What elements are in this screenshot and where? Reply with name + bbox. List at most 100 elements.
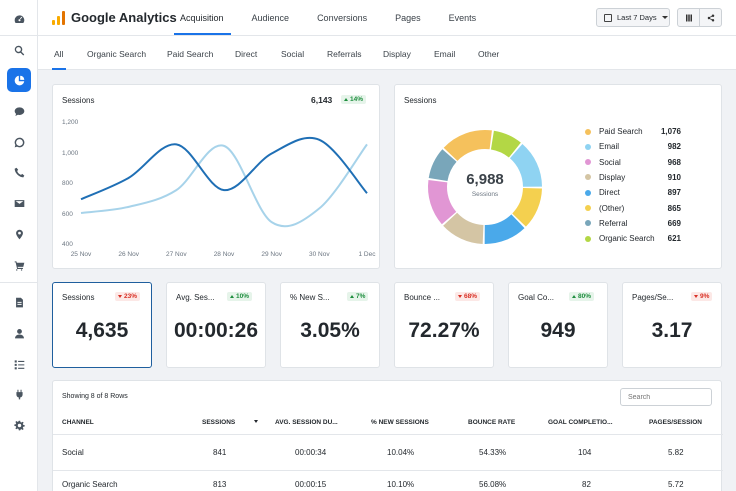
- kpi-change-badge: 9%: [691, 292, 713, 301]
- user-icon[interactable]: [7, 321, 31, 345]
- donut-slice[interactable]: [512, 188, 542, 227]
- legend-value: 910: [667, 172, 681, 182]
- kpi-card-pages-session[interactable]: Pages/Se... 9% 3.17: [622, 282, 722, 368]
- kpi-title: % New S...: [290, 293, 330, 302]
- legend-item[interactable]: Organic Search 621: [585, 234, 681, 243]
- column-header-bounce-rate[interactable]: BOUNCE RATE: [468, 419, 516, 426]
- legend-item[interactable]: Paid Search 1,076: [585, 127, 681, 136]
- analytics-pie-icon[interactable]: [7, 68, 31, 92]
- legend-dot-icon: [585, 128, 591, 135]
- legend-label: Display: [599, 172, 626, 182]
- sort-desc-icon[interactable]: [254, 420, 258, 423]
- kpi-value: 949: [540, 319, 576, 342]
- calendar-icon: [604, 13, 612, 22]
- kpi-card-new-sessions[interactable]: % New S... 7% 3.05%: [280, 282, 380, 368]
- search-icon[interactable]: [7, 38, 31, 62]
- table-search-input[interactable]: [620, 388, 712, 406]
- table-divider: [53, 470, 723, 471]
- logo[interactable]: Google Analytics: [52, 10, 177, 25]
- kpi-card-bounce-rate[interactable]: Bounce ... 68% 72.27%: [394, 282, 494, 368]
- channel-table-card: Showing 8 of 8 Rows CHANNEL SESSIONS AVG…: [52, 380, 723, 491]
- column-header-channel[interactable]: CHANNEL: [62, 419, 94, 426]
- phone-icon[interactable]: [7, 160, 31, 184]
- donut-slice[interactable]: [443, 212, 484, 244]
- x-tick-label: 1 Dec: [358, 251, 376, 258]
- app-title: Google Analytics: [71, 10, 177, 25]
- x-tick-label: 29 Nov: [261, 251, 282, 258]
- legend-item[interactable]: (Other) 865: [585, 204, 681, 213]
- tab-direct[interactable]: Direct: [235, 49, 258, 59]
- donut-center-value: 6,988: [466, 171, 504, 188]
- kpi-card-goal-completions[interactable]: Goal Co... 80% 949: [508, 282, 608, 368]
- tab-organic-search[interactable]: Organic Search: [87, 49, 147, 59]
- donut-slice[interactable]: [490, 130, 521, 158]
- legend-item[interactable]: Social 968: [585, 158, 681, 167]
- tab-all[interactable]: All: [54, 49, 64, 59]
- donut-slice[interactable]: [428, 149, 457, 181]
- tab-display[interactable]: Display: [383, 49, 411, 59]
- kpi-title: Bounce ...: [404, 293, 441, 302]
- kpi-value: 3.17: [651, 319, 693, 342]
- tab-referrals[interactable]: Referrals: [327, 49, 362, 59]
- table-row-count: Showing 8 of 8 Rows: [62, 393, 128, 400]
- share-button[interactable]: [699, 9, 721, 26]
- google-analytics-logo-icon: [52, 10, 66, 25]
- legend-value: 621: [667, 234, 681, 244]
- gear-icon[interactable]: [7, 413, 31, 437]
- nav-acquisition[interactable]: Acquisition: [180, 13, 224, 23]
- tab-paid-search[interactable]: Paid Search: [167, 49, 214, 59]
- nav-events[interactable]: Events: [448, 13, 477, 23]
- legend-item[interactable]: Display 910: [585, 173, 681, 182]
- mail-icon[interactable]: [7, 191, 31, 215]
- legend-dot-icon: [585, 189, 591, 196]
- column-header-sessions[interactable]: SESSIONS: [202, 419, 236, 426]
- donut-slice[interactable]: [509, 143, 542, 187]
- legend-item[interactable]: Direct 897: [585, 188, 681, 197]
- donut-slice[interactable]: [428, 179, 457, 225]
- location-pin-icon[interactable]: [7, 222, 31, 246]
- tab-other[interactable]: Other: [478, 49, 500, 59]
- checklist-icon[interactable]: [7, 352, 31, 376]
- cell-bounce-rate: 54.33%: [479, 448, 507, 457]
- kpi-card-avg-session[interactable]: Avg. Ses... 10% 00:00:26: [166, 282, 266, 368]
- document-icon[interactable]: [7, 290, 31, 314]
- legend-item[interactable]: Referral 669: [585, 219, 681, 228]
- nav-audience[interactable]: Audience: [251, 13, 290, 23]
- columns-button[interactable]: [678, 9, 699, 26]
- nav-conversions[interactable]: Conversions: [317, 13, 368, 23]
- legend-label: Email: [599, 142, 620, 152]
- share-icon: [707, 13, 714, 22]
- cart-icon[interactable]: [7, 253, 31, 277]
- legend-value: 982: [667, 142, 681, 152]
- kpi-value: 72.27%: [408, 319, 480, 342]
- top-bar: Google Analytics Acquisition Audience Co…: [38, 0, 736, 36]
- sessions-donut-chart: [428, 130, 542, 245]
- date-range-button[interactable]: Last 7 Days: [596, 8, 670, 27]
- legend-item[interactable]: Email 982: [585, 142, 681, 151]
- kpi-change-value: 9%: [700, 293, 710, 300]
- column-header-new-sessions[interactable]: % NEW SESSIONS: [371, 419, 429, 426]
- column-header-avg-session[interactable]: AVG. SESSION DU...: [275, 419, 338, 426]
- tab-email[interactable]: Email: [434, 49, 456, 59]
- cell-avg-session: 00:00:34: [295, 448, 327, 457]
- whatsapp-icon[interactable]: [7, 130, 31, 154]
- nav-pages[interactable]: Pages: [395, 13, 421, 23]
- dashboard-gauge-icon[interactable]: [7, 7, 31, 31]
- column-header-pages-session[interactable]: PAGES/SESSION: [649, 419, 702, 426]
- cell-avg-session: 00:00:15: [295, 480, 327, 489]
- legend-label: Organic Search: [599, 234, 655, 244]
- legend-value: 897: [667, 188, 681, 198]
- kpi-change-value: 23%: [124, 293, 138, 300]
- plug-icon[interactable]: [7, 382, 31, 406]
- donut-slice[interactable]: [443, 130, 492, 161]
- chat-icon[interactable]: [7, 99, 31, 123]
- legend-value: 865: [667, 203, 681, 213]
- y-tick-label: 1,000: [62, 149, 79, 157]
- kpi-card-sessions[interactable]: Sessions 23% 4,635: [52, 282, 152, 368]
- cell-channel: Social: [62, 448, 84, 457]
- column-header-goal-completions[interactable]: GOAL COMPLETIO...: [548, 419, 613, 426]
- kpi-change-badge: 80%: [569, 292, 595, 301]
- donut-slice[interactable]: [484, 214, 525, 245]
- kpi-change-value: 7%: [356, 293, 366, 300]
- tab-social[interactable]: Social: [281, 49, 305, 59]
